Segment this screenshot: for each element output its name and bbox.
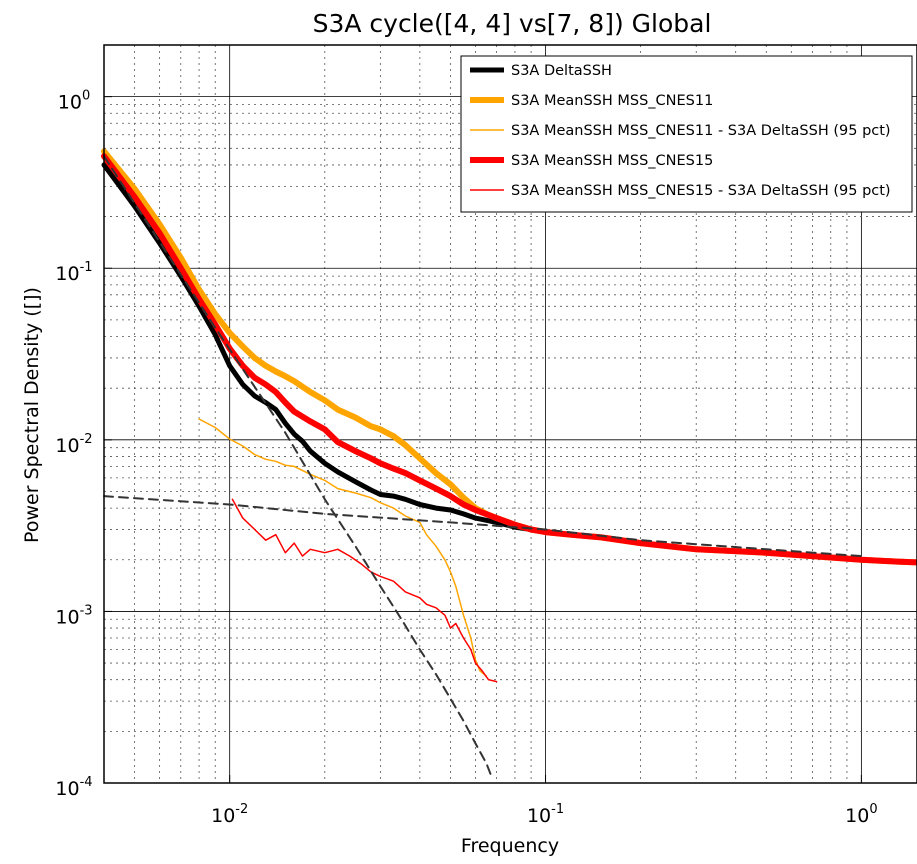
plot-frame — [103, 44, 917, 784]
legend-box — [460, 55, 913, 213]
y-tick-label: 10-3 — [55, 603, 92, 628]
legend-label: S3A MeanSSH MSS_CNES11 - S3A DeltaSSH (9… — [511, 123, 891, 139]
legend-label: S3A MeanSSH MSS_CNES15 — [511, 153, 713, 169]
x-tick-label: 10-2 — [211, 802, 248, 827]
y-tick-label: 10-4 — [55, 775, 92, 800]
fit-line-dashed — [103, 495, 863, 558]
y-tick-label: 100 — [58, 89, 90, 114]
chart-title: S3A cycle([4, 4] vs[7, 8]) Global — [313, 9, 712, 38]
series-line-2 — [198, 418, 488, 677]
x-tick-label: 100 — [845, 802, 877, 827]
y-tick-label: 10-2 — [55, 432, 92, 457]
y-axis-label: Power Spectral Density ([]) — [21, 287, 43, 543]
legend-label: S3A DeltaSSH — [511, 63, 612, 79]
series-line-4 — [231, 498, 498, 683]
series-line-0 — [101, 162, 917, 565]
series-line-3 — [101, 153, 917, 566]
fit-line-dashed — [103, 155, 494, 781]
legend: S3A DeltaSSH S3A MeanSSH MSS_CNES11 S3A Me… — [460, 55, 913, 213]
data-series — [101, 148, 917, 781]
y-tick-label: 10-1 — [55, 260, 92, 285]
axis-ticks: 10-2 10-1 100 100 10-1 10-2 10-3 10-4 — [55, 89, 877, 827]
legend-label: S3A MeanSSH MSS_CNES11 — [511, 93, 713, 109]
x-tick-label: 10-1 — [527, 802, 564, 827]
legend-label: S3A MeanSSH MSS_CNES15 - S3A DeltaSSH (9… — [511, 183, 891, 199]
x-axis-label: Frequency — [461, 835, 559, 857]
